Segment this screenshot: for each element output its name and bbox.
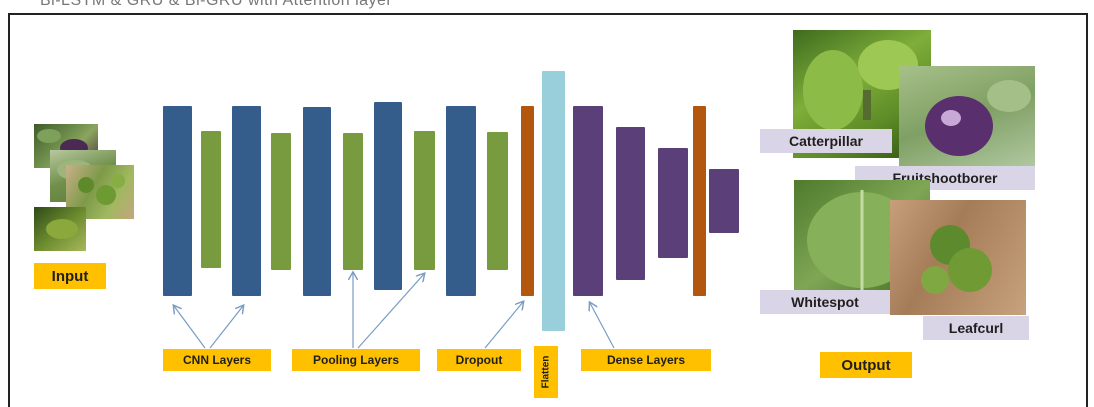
flatten-label-text: Flatten bbox=[540, 355, 552, 389]
cnn-layer-4 bbox=[374, 102, 402, 290]
cnn-layers-label: CNN Layers bbox=[163, 349, 271, 371]
pooling-layer-4 bbox=[414, 131, 435, 270]
input-image-bottom bbox=[34, 207, 86, 251]
pooling-layer-5 bbox=[487, 132, 508, 270]
dropout-label: Dropout bbox=[437, 349, 521, 371]
arrow-dropout bbox=[484, 302, 523, 349]
flatten-layer bbox=[542, 71, 565, 331]
output-image-fruitshootborer bbox=[899, 66, 1035, 166]
class-label-catterpillar: Catterpillar bbox=[760, 129, 892, 153]
class-label-fruitshootborer: Fruitshootborer bbox=[855, 166, 1035, 190]
arrow-cnn-1 bbox=[174, 306, 206, 349]
dense-layer-1 bbox=[573, 106, 603, 296]
pooling-layer-1 bbox=[201, 131, 221, 268]
dense-layer-2 bbox=[616, 127, 645, 280]
dense-layer-4 bbox=[709, 169, 739, 233]
diagram-frame bbox=[8, 13, 1088, 407]
pooling-layer-2 bbox=[271, 133, 291, 270]
pooling-layer-3 bbox=[343, 133, 363, 270]
class-label-whitespot: Whitespot bbox=[760, 290, 890, 314]
arrow-dense bbox=[590, 303, 615, 349]
dropout-layer-2 bbox=[693, 106, 706, 296]
cnn-layer-3 bbox=[303, 107, 331, 296]
input-label: Input bbox=[34, 263, 106, 289]
output-image-leafcurl bbox=[890, 200, 1026, 315]
arrow-cnn-2 bbox=[209, 306, 243, 349]
dropout-layer-1 bbox=[521, 106, 534, 296]
class-label-leafcurl: Leafcurl bbox=[923, 316, 1029, 340]
output-label: Output bbox=[820, 352, 912, 378]
cnn-layer-1 bbox=[163, 106, 192, 296]
arrow-pool-2 bbox=[357, 274, 424, 349]
dense-layer-3 bbox=[658, 148, 688, 258]
pooling-layers-label: Pooling Layers bbox=[292, 349, 420, 371]
caption-fragment: Bi-LSTM & GRU & Bi-GRU with Attention la… bbox=[0, 0, 1094, 14]
dense-layers-label: Dense Layers bbox=[581, 349, 711, 371]
cnn-layer-2 bbox=[232, 106, 261, 296]
cnn-layer-5 bbox=[446, 106, 476, 296]
flatten-label: Flatten bbox=[534, 346, 558, 398]
caption-fragment-text: Bi-LSTM & GRU & Bi-GRU with Attention la… bbox=[40, 0, 393, 9]
